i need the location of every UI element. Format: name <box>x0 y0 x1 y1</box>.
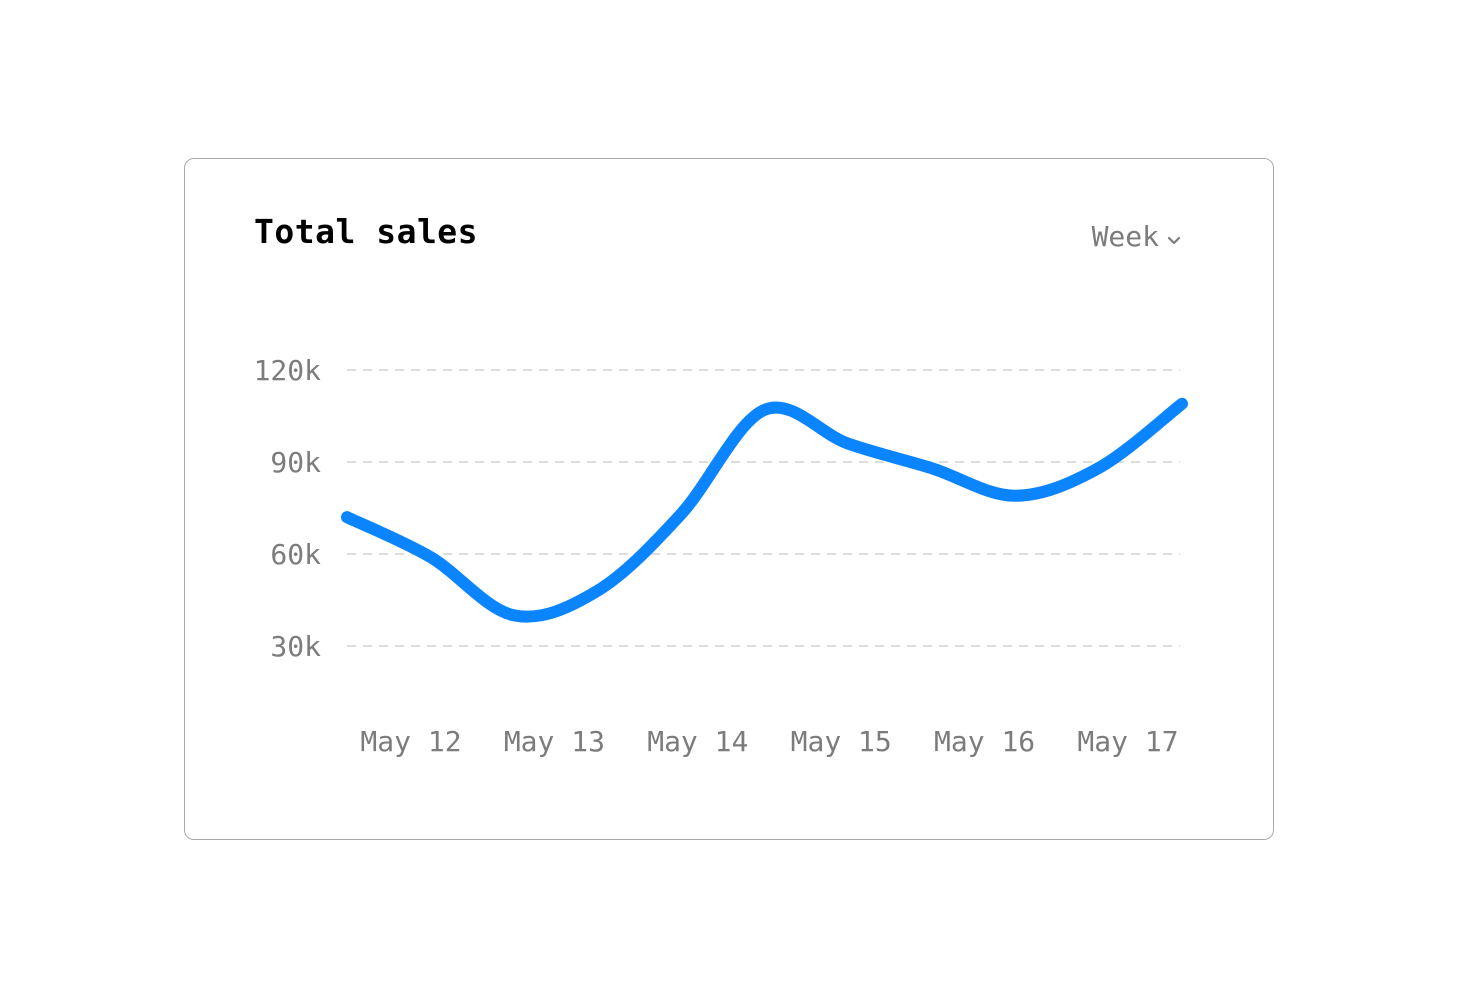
y-tick-label: 60k <box>270 538 321 571</box>
y-tick-label: 30k <box>270 630 321 663</box>
period-selector-label: Week <box>1091 220 1159 253</box>
chevron-down-icon <box>1167 236 1181 245</box>
sales-series-line <box>341 397 1188 623</box>
x-tick-label: May 13 <box>504 725 605 758</box>
chart-series <box>341 397 1188 623</box>
x-tick-label: May 15 <box>791 725 892 758</box>
total-sales-card: Total sales Week 30k 60k 90k 120k May 12 May… <box>184 158 1274 840</box>
chart-x-axis: May 12 May 13 May 14 May 15 May 16 May 17 <box>360 725 1178 758</box>
x-tick-label: May 16 <box>934 725 1035 758</box>
x-tick-label: May 12 <box>360 725 461 758</box>
y-tick-label: 90k <box>270 446 321 479</box>
y-tick-label: 120k <box>254 354 322 387</box>
card-title: Total sales <box>254 212 479 251</box>
x-tick-label: May 17 <box>1077 725 1178 758</box>
chart-gridlines <box>347 369 1180 647</box>
period-selector[interactable]: Week <box>1092 223 1181 251</box>
x-tick-label: May 14 <box>647 725 748 758</box>
chart-y-axis: 30k 60k 90k 120k <box>254 354 322 663</box>
